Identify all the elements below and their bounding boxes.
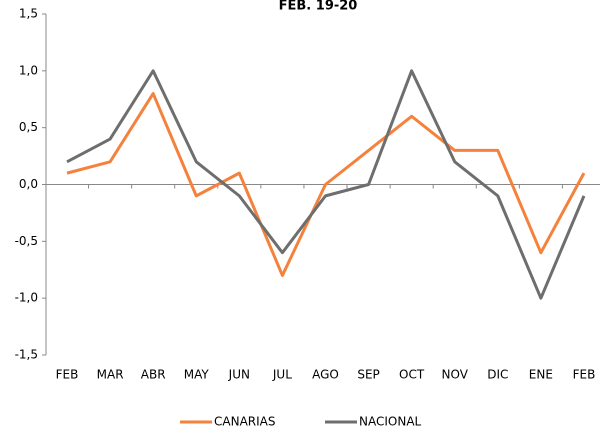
x-tick-label: JUN <box>228 368 250 382</box>
chart-title: FEB. 19-20 <box>279 0 358 14</box>
x-tick-label: JUL <box>272 368 292 382</box>
line-series <box>66 92 586 277</box>
line-series <box>66 69 586 300</box>
x-tick-label: SEP <box>357 368 379 382</box>
x-tick-label: ENE <box>529 368 553 382</box>
y-tick-label: 0,5 <box>19 120 38 134</box>
y-tick-label: -1,5 <box>15 348 38 362</box>
x-tick-label: NOV <box>442 368 469 382</box>
x-tick-label: FEB <box>573 368 596 382</box>
legend-label: CANARIAS <box>214 415 275 429</box>
x-tick-label: MAY <box>184 368 210 382</box>
y-tick-label: -0,5 <box>15 234 38 248</box>
y-tick-label: 0,0 <box>19 177 38 191</box>
x-tick-label: OCT <box>399 368 425 382</box>
x-tick-label: DIC <box>487 368 508 382</box>
y-tick-label: -1,0 <box>15 291 38 305</box>
x-tick-label: ABR <box>141 368 166 382</box>
y-tick-label: 1,5 <box>19 7 38 21</box>
x-tick-label: MAR <box>97 368 124 382</box>
legend-label: NACIONAL <box>359 415 422 429</box>
x-tick-label: FEB <box>56 368 79 382</box>
y-tick-label: 1,0 <box>19 63 38 77</box>
x-tick-label: AGO <box>312 368 339 382</box>
